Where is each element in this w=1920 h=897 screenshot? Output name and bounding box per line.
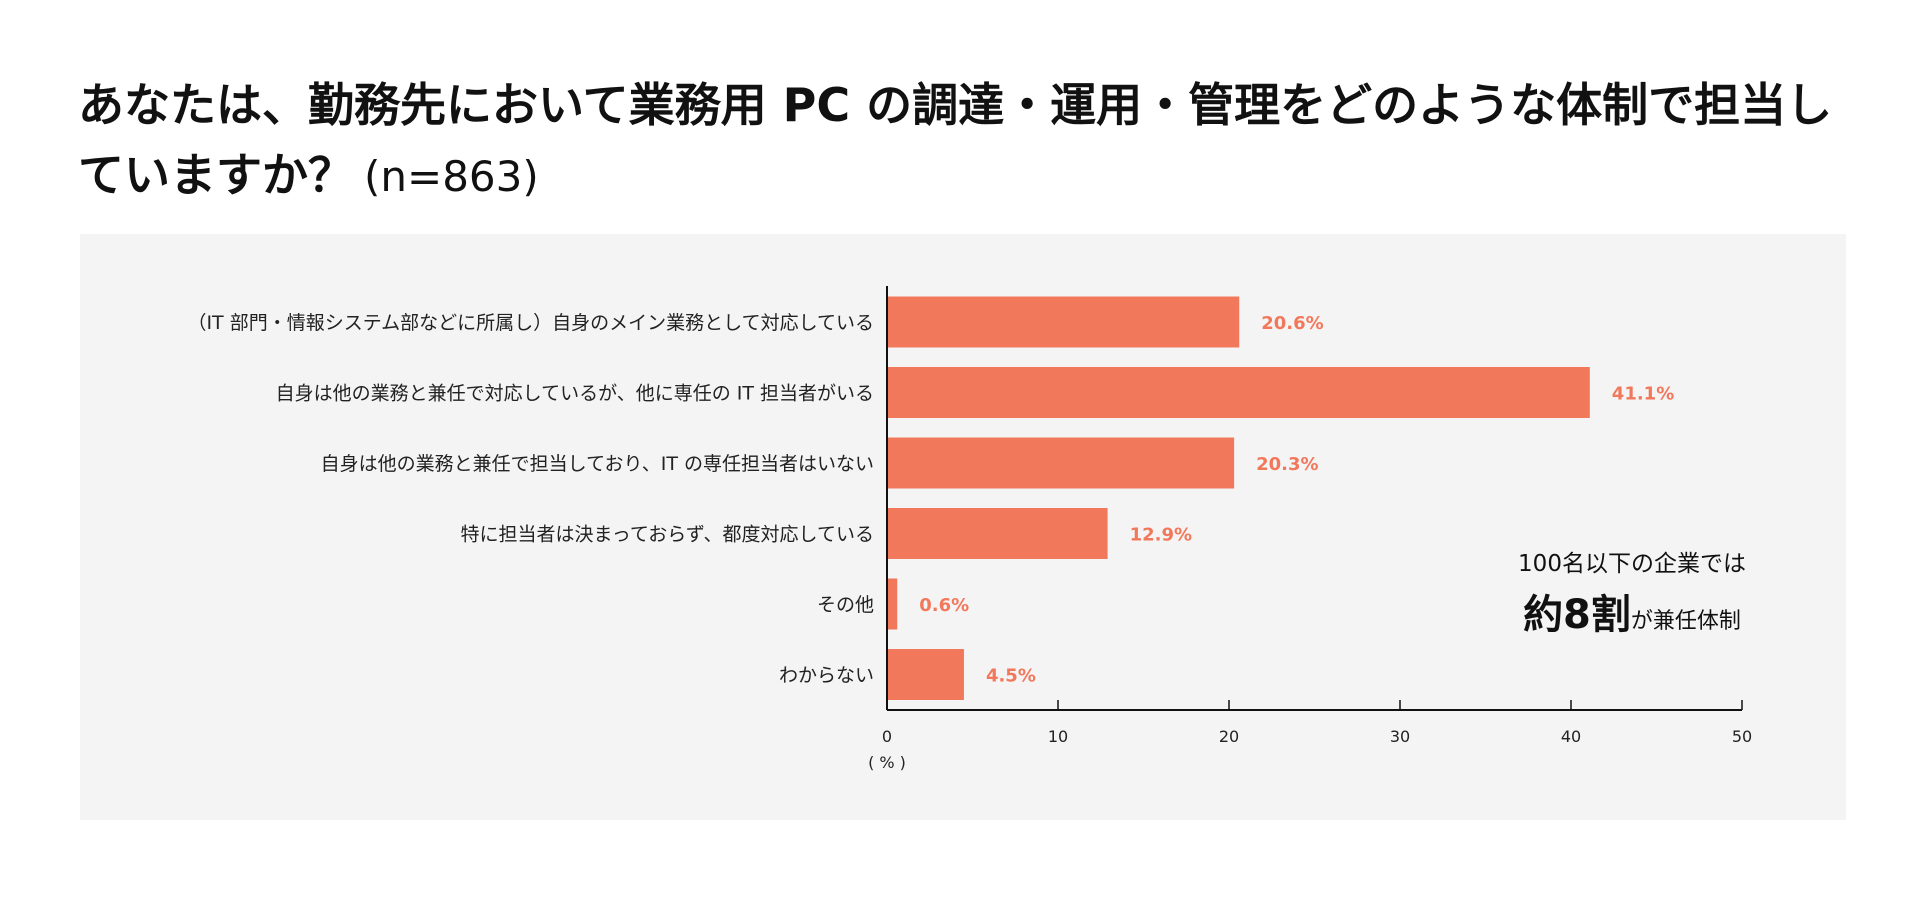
- value-label: 12.9%: [1130, 525, 1192, 546]
- callout-line1: 100名以下の企業では: [1518, 551, 1746, 577]
- bar-chart: （IT 部門・情報システム部などに所属し）自身のメイン業務として対応している 20…: [187, 286, 1752, 772]
- bar: [887, 367, 1590, 418]
- value-label: 41.1%: [1612, 384, 1674, 405]
- value-label: 20.3%: [1256, 454, 1318, 475]
- x-tick-label: 20: [1219, 727, 1239, 746]
- bar: [887, 296, 1240, 348]
- x-tick-label: 40: [1561, 727, 1581, 746]
- category-label: わからない: [779, 665, 874, 687]
- value-label: 0.6%: [919, 595, 969, 616]
- callout-emphasis: 約8割: [1523, 592, 1631, 638]
- category-label: 特に担当者は決まっておらず、都度対応している: [461, 524, 874, 546]
- x-axis-label: ( % ): [868, 753, 906, 772]
- chart-panel: （IT 部門・情報システム部などに所属し）自身のメイン業務として対応している 20…: [80, 234, 1846, 820]
- value-label: 20.6%: [1261, 313, 1323, 334]
- bar: [887, 437, 1235, 489]
- category-label: （IT 部門・情報システム部などに所属し）自身のメイン業務として対応している: [187, 312, 874, 334]
- x-tick-label: 0: [882, 727, 892, 746]
- x-tick-label: 30: [1390, 727, 1410, 746]
- category-label: 自身は他の業務と兼任で対応しているが、他に専任の IT 担当者がいる: [276, 383, 874, 405]
- sample-size: (n=863): [364, 152, 539, 201]
- bar: [887, 508, 1108, 559]
- value-label: 4.5%: [986, 666, 1036, 687]
- category-label: その他: [817, 594, 874, 616]
- x-tick-label: 50: [1732, 727, 1752, 746]
- bar: [887, 578, 898, 630]
- category-label: 自身は他の業務と兼任で担当しており、IT の専任担当者はいない: [321, 453, 874, 475]
- callout-rest: が兼任体制: [1630, 609, 1741, 634]
- x-tick-label: 10: [1048, 727, 1068, 746]
- page-title: あなたは、勤務先において業務用 PC の調達・運用・管理をどのような体制で担当し…: [78, 70, 1858, 212]
- callout: 100名以下の企業では 約8割が兼任体制: [1462, 544, 1802, 640]
- callout-line2: 約8割が兼任体制: [1462, 582, 1802, 640]
- question-text: あなたは、勤務先において業務用 PC の調達・運用・管理をどのような体制で担当し…: [78, 78, 1833, 202]
- bar: [887, 649, 964, 700]
